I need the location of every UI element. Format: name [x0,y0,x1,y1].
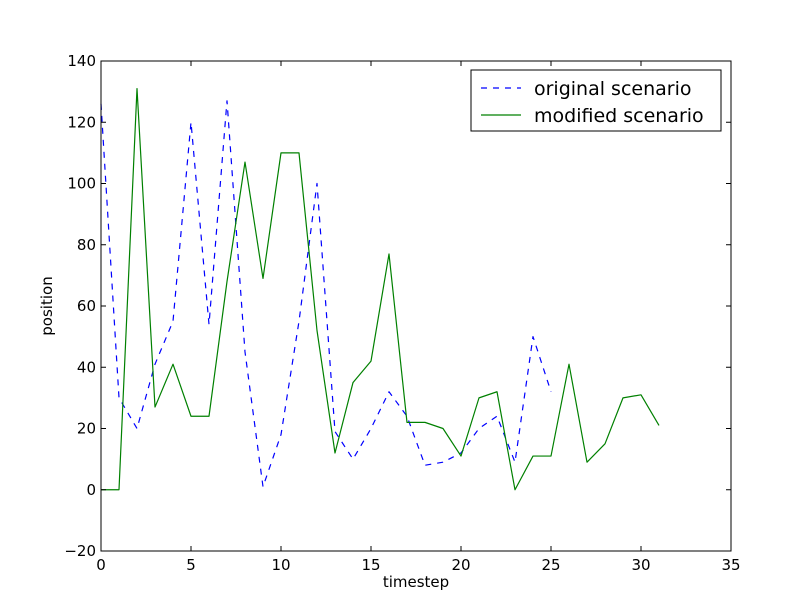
y-tick-label: −20 [64,542,96,560]
y-axis-label: position [38,276,56,335]
y-tick-label: 100 [67,175,96,193]
legend: original scenario modified scenario [470,69,722,132]
series-line-original-scenario [100,100,552,488]
series-line-modified-scenario [101,87,660,491]
x-tick-label: 15 [361,556,380,574]
series-layer [100,87,660,491]
legend-label-original-scenario: original scenario [534,78,692,100]
y-tick-label: 140 [67,52,96,70]
x-tick-label: 5 [186,556,196,574]
legend-label-modified-scenario: modified scenario [534,105,704,127]
y-tick-label: 120 [67,113,96,131]
y-tick-label: 80 [77,236,96,254]
x-tick-label: 10 [271,556,290,574]
y-axis-ticks: −20 0 20 40 60 80 100 120 140 [64,52,731,560]
x-tick-label: 0 [96,556,106,574]
y-tick-label: 40 [77,358,96,376]
x-tick-label: 25 [541,556,560,574]
x-axis-label: timestep [383,573,449,591]
y-tick-label: 0 [86,481,96,499]
x-tick-label: 20 [451,556,470,574]
x-tick-label: 35 [721,556,740,574]
x-axis-ticks: 0 5 10 15 20 25 30 35 [96,61,741,574]
y-tick-label: 20 [77,420,96,438]
x-tick-label: 30 [631,556,650,574]
plot-area [101,61,731,551]
y-tick-label: 60 [77,297,96,315]
legend-box [470,69,722,132]
